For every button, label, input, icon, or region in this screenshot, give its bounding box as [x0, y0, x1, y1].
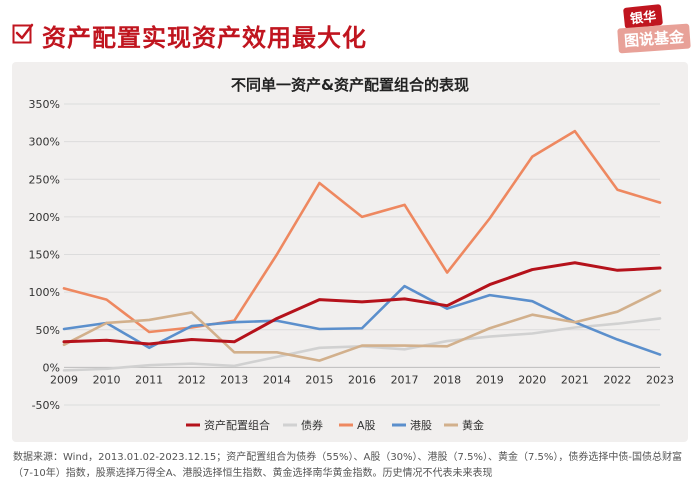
y-tick-label: 350%	[29, 98, 60, 111]
legend-label: 债券	[301, 418, 323, 432]
series-line-2	[62, 129, 662, 334]
x-tick-label: 2018	[433, 373, 461, 386]
x-tick-label: 2014	[263, 373, 291, 386]
chart-panel	[12, 62, 688, 442]
chart-title: 不同单一资产&资产配置组合的表现	[230, 76, 470, 94]
footnote: 数据来源：Wind，2013.01.02-2023.12.15；资产配置组合为债…	[13, 452, 682, 479]
page-title: 资产配置实现资产效用最大化	[42, 24, 367, 52]
y-tick-label: 150%	[29, 249, 60, 262]
y-tick-label: 0%	[43, 361, 60, 374]
x-tick-label: 2009	[50, 373, 78, 386]
x-tick-label: 2011	[135, 373, 163, 386]
x-tick-label: 2015	[305, 373, 333, 386]
y-tick-label: 50%	[36, 324, 60, 337]
y-tick-label: 200%	[29, 211, 60, 224]
x-tick-label: 2017	[391, 373, 419, 386]
x-tick-label: 2010	[93, 373, 121, 386]
x-tick-label: 2013	[220, 373, 248, 386]
x-tick-label: 2021	[561, 373, 589, 386]
legend-label: 港股	[410, 419, 432, 432]
x-tick-label: 2012	[178, 373, 206, 386]
y-tick-label: 250%	[29, 173, 60, 186]
x-tick-label: 2020	[518, 373, 546, 386]
header: 资产配置实现资产效用最大化 银华 图说基金	[0, 0, 700, 62]
x-tick-label: 2023	[646, 373, 674, 386]
series-line-0	[62, 261, 662, 346]
x-tick-label: 2022	[603, 373, 631, 386]
x-tick-label: 2019	[476, 373, 504, 386]
y-tick-label: 100%	[29, 286, 60, 299]
checkbox-icon	[12, 23, 34, 44]
x-tick-label: 2016	[348, 373, 376, 386]
y-tick-label: 300%	[29, 136, 60, 149]
legend-label: 资产配置组合	[204, 418, 270, 432]
y-tick-label: -50%	[32, 399, 60, 412]
series-line-4	[62, 289, 662, 362]
series-line-3	[62, 284, 662, 356]
legend-label: 黄金	[462, 418, 484, 432]
legend-label: A股	[357, 419, 376, 432]
